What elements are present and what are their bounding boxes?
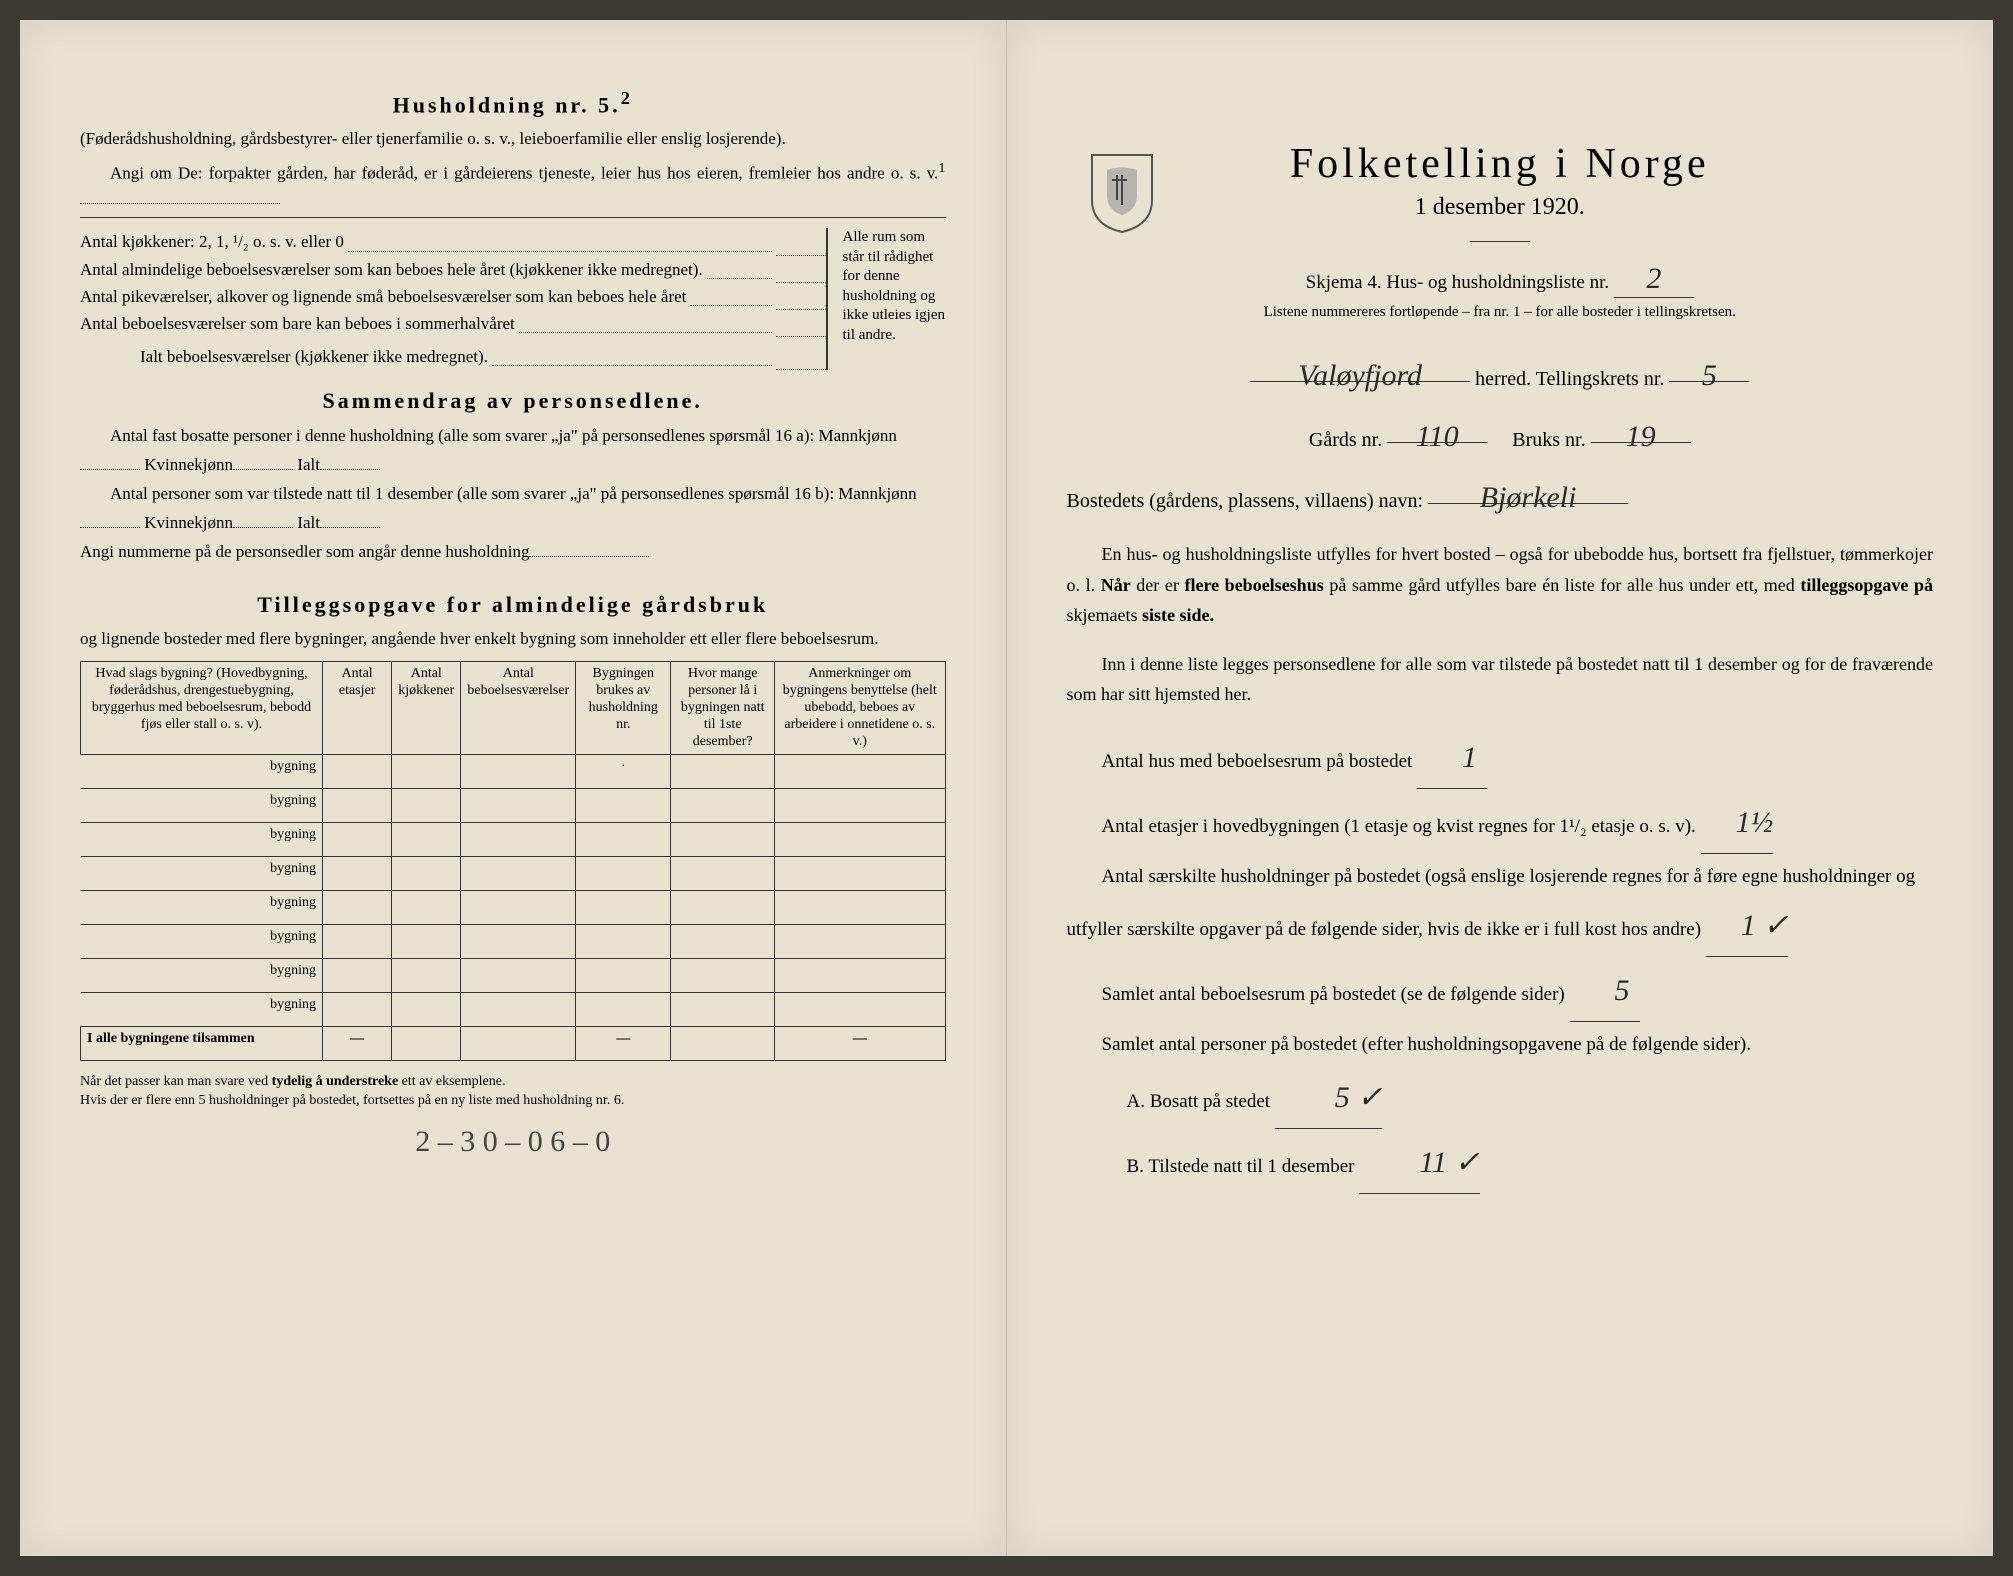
left-page: Husholdning nr. 5.2 (Føderådshusholdning… <box>20 20 1007 1556</box>
tillegg-sub: og lignende bosteder med flere bygninger… <box>80 626 946 652</box>
bosted-value: Bjørkeli <box>1428 468 1628 504</box>
qB-value: 11 ✓ <box>1359 1133 1479 1194</box>
col-household: Bygningen brukes av husholdning nr. <box>576 662 671 755</box>
listene-note: Listene nummereres fortløpende – fra nr.… <box>1067 304 1934 321</box>
h5-angi: Angi om De: forpakter gården, har føderå… <box>80 158 946 212</box>
totals-row: I alle bygningene tilsammen——— <box>81 1027 946 1061</box>
census-date: 1 desember 1920. <box>1067 194 1934 221</box>
gards-value: 110 <box>1387 407 1487 443</box>
q4-row: Samlet antal beboelsesrum på bostedet (s… <box>1067 961 1934 1022</box>
col-persons: Hvor mange personer lå i bygningen natt … <box>671 662 775 755</box>
para-2: Inn i denne liste legges personsedlene f… <box>1067 649 1934 710</box>
summary-line-1: Antal fast bosatte personer i denne hush… <box>80 422 946 480</box>
q3-value: 1 ✓ <box>1706 896 1789 957</box>
col-type: Hvad slags bygning? (Hovedbygning, føder… <box>81 662 323 755</box>
table-row: bygning <box>81 925 946 959</box>
col-floors: Antal etasjer <box>323 662 392 755</box>
herred-row: Valøyfjord herred. Tellingskrets nr. 5 <box>1067 346 1934 399</box>
brace-note: Alle rum som står til rådighet for denne… <box>826 228 946 370</box>
gards-row: Gårds nr. 110 Bruks nr. 19 <box>1067 407 1934 460</box>
tillegg-title: Tilleggsopgave for almindelige gårdsbruk <box>80 592 946 618</box>
q1-value: 1 <box>1417 728 1487 789</box>
footnote: Når det passer kan man svare ved tydelig… <box>80 1073 946 1109</box>
bottom-handwriting: 2 – 3 0 – 0 6 – 0 <box>80 1125 946 1159</box>
col-rooms: Antal beboelsesværelser <box>461 662 576 755</box>
rooms-block: Antal kjøkkener: 2, 1, ¹/₂ o. s. v. elle… <box>80 228 946 370</box>
building-rows: bygning· bygning bygning bygning bygning… <box>81 755 946 1061</box>
q2-row: Antal etasjer i hovedbygningen (1 etasje… <box>1067 793 1934 854</box>
bosted-row: Bostedets (gårdens, plassens, villaens) … <box>1067 468 1934 521</box>
right-page: Folketelling i Norge 1 desember 1920. Sk… <box>1007 20 1994 1556</box>
col-kitchens: Antal kjøkkener <box>392 662 461 755</box>
skjema-line: Skjema 4. Hus- og husholdningsliste nr. … <box>1067 262 1934 298</box>
main-title: Folketelling i Norge <box>1067 140 1934 188</box>
qA-row: A. Bosatt på stedet 5 ✓ <box>1067 1068 1934 1129</box>
table-row: bygning <box>81 993 946 1027</box>
qA-value: 5 ✓ <box>1275 1068 1383 1129</box>
q2-value: 1½ <box>1701 793 1774 854</box>
table-row: bygning <box>81 823 946 857</box>
h5-paren: (Føderådshusholdning, gårdsbestyrer- ell… <box>80 126 946 152</box>
table-row: bygning <box>81 891 946 925</box>
coat-of-arms-icon <box>1087 150 1157 235</box>
summary-line-3: Angi nummerne på de personsedler som ang… <box>80 538 946 567</box>
table-row: bygning· <box>81 755 946 789</box>
table-row: bygning <box>81 789 946 823</box>
document-spread: Husholdning nr. 5.2 (Føderådshusholdning… <box>20 20 1993 1556</box>
husholdning-5-title: Husholdning nr. 5.2 <box>80 88 946 118</box>
summary-line-2: Antal personer som var tilstede natt til… <box>80 480 946 538</box>
q1-row: Antal hus med beboelsesrum på bostedet 1 <box>1067 728 1934 789</box>
herred-value: Valøyfjord <box>1250 346 1470 382</box>
bruks-value: 19 <box>1591 407 1691 443</box>
q4-value: 5 <box>1570 961 1640 1022</box>
qB-row: B. Tilstede natt til 1 desember 11 ✓ <box>1067 1133 1934 1194</box>
building-table: Hvad slags bygning? (Hovedbygning, føder… <box>80 661 946 1061</box>
table-row: bygning <box>81 857 946 891</box>
para-1: En hus- og husholdningsliste utfylles fo… <box>1067 539 1934 631</box>
q5-row: Samlet antal personer på bostedet (efter… <box>1067 1026 1934 1064</box>
krets-value: 5 <box>1669 346 1749 382</box>
table-row: bygning <box>81 959 946 993</box>
liste-nr-value: 2 <box>1614 262 1694 298</box>
q3-row: Antal særskilte husholdninger på bostede… <box>1067 858 1934 957</box>
summary-title: Sammendrag av personsedlene. <box>80 388 946 414</box>
divider <box>1470 241 1530 242</box>
col-remarks: Anmerkninger om bygningens benyttelse (h… <box>775 662 945 755</box>
